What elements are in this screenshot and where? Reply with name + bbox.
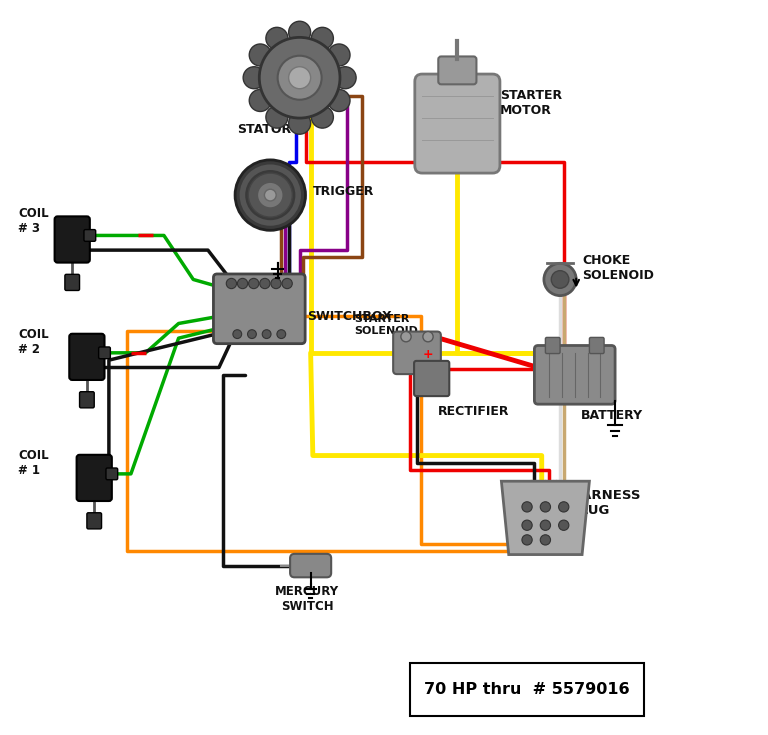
FancyBboxPatch shape	[77, 455, 112, 501]
Circle shape	[522, 520, 532, 531]
Circle shape	[227, 279, 237, 289]
Text: STARTER
MOTOR: STARTER MOTOR	[500, 90, 562, 118]
FancyBboxPatch shape	[414, 361, 449, 396]
Text: HARNESS
PLUG: HARNESS PLUG	[571, 490, 641, 517]
Circle shape	[235, 160, 306, 230]
Circle shape	[522, 502, 532, 512]
Circle shape	[237, 279, 248, 289]
Circle shape	[558, 502, 569, 512]
Circle shape	[249, 279, 259, 289]
Circle shape	[540, 535, 551, 545]
Circle shape	[540, 520, 551, 531]
FancyBboxPatch shape	[55, 216, 90, 262]
Circle shape	[264, 189, 276, 201]
Circle shape	[282, 279, 293, 289]
Circle shape	[401, 331, 411, 342]
FancyBboxPatch shape	[65, 274, 80, 290]
Text: SWITCHBOX: SWITCHBOX	[307, 309, 392, 323]
Circle shape	[266, 27, 288, 49]
Text: +: +	[422, 348, 433, 361]
Circle shape	[233, 330, 242, 339]
Text: COIL
# 1: COIL # 1	[18, 449, 48, 477]
Circle shape	[271, 279, 281, 289]
Text: BATTERY: BATTERY	[581, 409, 643, 422]
Circle shape	[311, 106, 333, 128]
Circle shape	[558, 520, 569, 531]
FancyBboxPatch shape	[545, 337, 560, 354]
Text: TRIGGER: TRIGGER	[313, 185, 374, 198]
Circle shape	[289, 21, 310, 43]
FancyBboxPatch shape	[214, 274, 305, 344]
Circle shape	[544, 263, 576, 295]
FancyBboxPatch shape	[106, 468, 118, 480]
Circle shape	[289, 112, 310, 135]
Polygon shape	[502, 481, 589, 555]
Circle shape	[328, 44, 350, 66]
Circle shape	[262, 330, 271, 339]
Circle shape	[277, 56, 322, 100]
Circle shape	[328, 90, 350, 112]
Circle shape	[423, 331, 433, 342]
Text: MERCURY
SWITCH: MERCURY SWITCH	[275, 584, 339, 612]
FancyBboxPatch shape	[415, 74, 500, 173]
FancyBboxPatch shape	[69, 334, 104, 380]
Circle shape	[522, 535, 532, 545]
FancyBboxPatch shape	[589, 337, 604, 354]
Circle shape	[260, 37, 340, 118]
Circle shape	[250, 44, 271, 66]
Circle shape	[248, 173, 293, 217]
Circle shape	[540, 502, 551, 512]
Text: COIL
# 3: COIL # 3	[18, 207, 48, 234]
Text: STARTER
SOLENOID: STARTER SOLENOID	[355, 314, 419, 336]
Text: CHOKE
SOLENOID: CHOKE SOLENOID	[582, 254, 654, 282]
FancyBboxPatch shape	[80, 392, 94, 408]
FancyBboxPatch shape	[439, 57, 476, 85]
Text: 70 HP thru  # 5579016: 70 HP thru # 5579016	[424, 682, 630, 697]
FancyBboxPatch shape	[409, 663, 644, 716]
FancyBboxPatch shape	[290, 554, 331, 577]
FancyBboxPatch shape	[535, 345, 615, 404]
Circle shape	[247, 330, 257, 339]
FancyBboxPatch shape	[87, 513, 101, 529]
Text: RECTIFIER: RECTIFIER	[438, 405, 509, 418]
Circle shape	[311, 27, 333, 49]
Circle shape	[289, 67, 310, 89]
Circle shape	[260, 279, 270, 289]
FancyBboxPatch shape	[84, 229, 96, 241]
Text: COIL
# 2: COIL # 2	[18, 328, 48, 356]
Circle shape	[250, 90, 271, 112]
Circle shape	[243, 67, 265, 89]
Circle shape	[277, 330, 286, 339]
Text: STATOR: STATOR	[237, 123, 291, 135]
Circle shape	[266, 106, 288, 128]
Circle shape	[257, 182, 283, 208]
FancyBboxPatch shape	[393, 331, 441, 374]
Circle shape	[334, 67, 356, 89]
Circle shape	[551, 270, 569, 288]
FancyBboxPatch shape	[98, 347, 111, 359]
